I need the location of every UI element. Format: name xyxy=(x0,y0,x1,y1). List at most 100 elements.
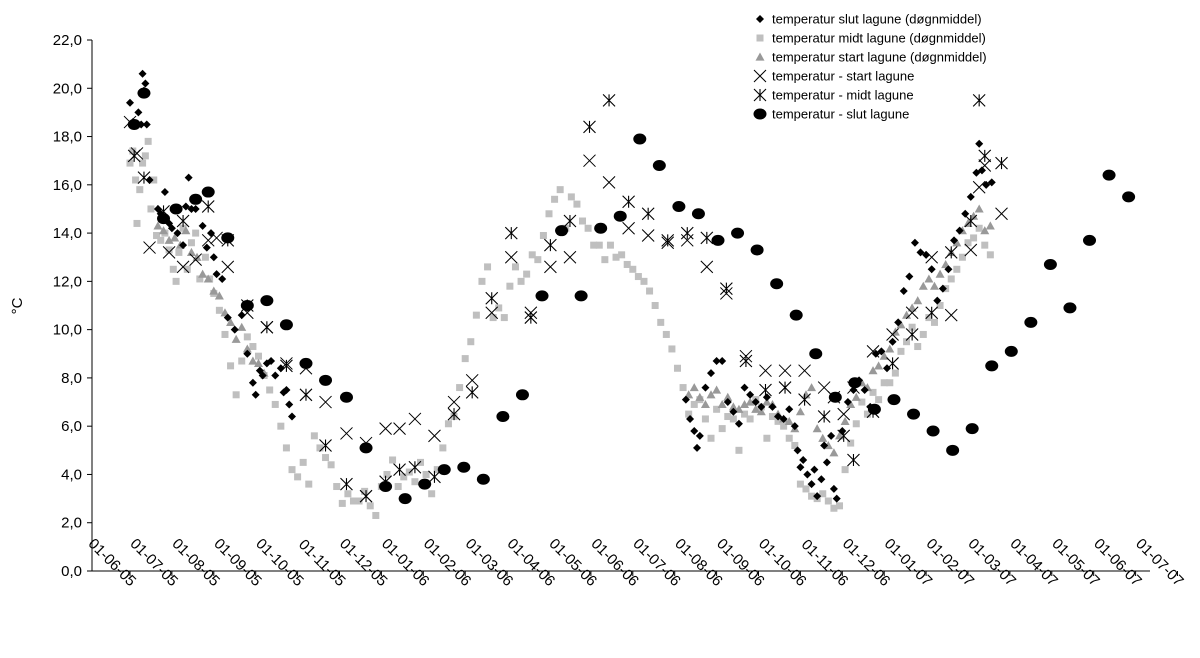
data-point xyxy=(837,429,851,443)
data-point xyxy=(978,159,992,172)
data-point xyxy=(672,201,686,213)
data-point xyxy=(338,499,346,507)
data-point xyxy=(995,156,1008,170)
data-point xyxy=(551,195,559,203)
data-point xyxy=(534,256,542,264)
data-point xyxy=(936,302,944,309)
data-point xyxy=(981,241,989,249)
data-point xyxy=(176,260,190,274)
data-point xyxy=(793,446,802,455)
data-point xyxy=(840,416,850,425)
data-point xyxy=(891,369,899,377)
data-point xyxy=(886,379,894,387)
data-point xyxy=(271,371,280,380)
data-point xyxy=(723,398,732,407)
data-point xyxy=(798,364,811,378)
data-point xyxy=(584,224,592,232)
data-point xyxy=(818,433,828,442)
data-point xyxy=(524,311,538,324)
data-point xyxy=(167,224,176,233)
data-point xyxy=(846,399,856,409)
data-point xyxy=(147,205,155,213)
data-point xyxy=(757,402,766,411)
data-point xyxy=(196,275,204,283)
data-point xyxy=(456,384,464,392)
data-point xyxy=(143,241,156,254)
legend-marker xyxy=(756,15,764,23)
data-point xyxy=(734,404,744,413)
data-point xyxy=(203,274,213,283)
data-point xyxy=(428,470,441,484)
data-point xyxy=(136,186,144,194)
data-point xyxy=(946,444,960,456)
data-point xyxy=(379,422,392,435)
series-x xyxy=(123,115,1008,450)
data-point xyxy=(972,180,986,194)
data-point xyxy=(729,415,737,423)
data-point xyxy=(657,318,665,326)
data-point xyxy=(485,291,499,305)
data-point xyxy=(646,287,654,295)
data-point xyxy=(925,306,939,320)
data-point xyxy=(472,311,480,319)
y-tick-label: 18,0 xyxy=(53,129,82,146)
data-point xyxy=(556,186,564,194)
data-point xyxy=(774,412,783,421)
data-point xyxy=(728,402,738,411)
data-point xyxy=(282,385,291,394)
data-point xyxy=(139,159,147,167)
data-point xyxy=(349,497,357,505)
data-point xyxy=(690,400,698,408)
data-point xyxy=(803,470,812,479)
data-point xyxy=(740,399,750,409)
data-point xyxy=(528,251,536,259)
data-point xyxy=(700,231,714,245)
data-point xyxy=(933,296,942,305)
data-point xyxy=(266,386,274,394)
data-point xyxy=(157,236,165,244)
data-point xyxy=(153,221,163,230)
data-point xyxy=(280,359,293,373)
data-point xyxy=(978,149,992,163)
data-point xyxy=(544,260,557,274)
data-point xyxy=(201,200,215,213)
data-point xyxy=(955,226,964,235)
data-point xyxy=(905,306,919,320)
data-point xyxy=(183,265,191,273)
data-point xyxy=(995,207,1008,221)
data-point xyxy=(789,309,803,321)
data-point xyxy=(485,306,499,320)
data-point xyxy=(980,226,990,235)
data-point xyxy=(970,234,978,242)
data-point xyxy=(170,233,180,242)
data-point xyxy=(339,391,353,403)
data-point xyxy=(277,422,285,430)
data-point xyxy=(897,347,905,355)
data-point xyxy=(198,269,208,278)
data-point xyxy=(751,398,760,407)
data-point xyxy=(476,473,490,485)
data-point xyxy=(215,306,223,314)
data-point xyxy=(322,454,330,462)
data-point xyxy=(359,489,373,503)
legend-item: temperatur start lagune (døgnmiddel) xyxy=(755,50,987,65)
data-point xyxy=(612,253,620,261)
data-point xyxy=(629,265,637,273)
data-point xyxy=(221,330,229,338)
data-point xyxy=(511,263,519,271)
data-point xyxy=(651,302,659,309)
data-point xyxy=(944,308,958,322)
data-point xyxy=(903,338,911,346)
data-point xyxy=(299,388,313,402)
data-point xyxy=(465,373,479,387)
data-point xyxy=(975,139,984,148)
data-point xyxy=(1043,258,1057,270)
data-point xyxy=(133,219,141,227)
data-point xyxy=(874,361,884,370)
data-point xyxy=(822,458,831,467)
data-point xyxy=(344,490,352,498)
data-point xyxy=(972,93,986,107)
data-point xyxy=(545,210,553,218)
data-point xyxy=(294,473,302,481)
legend-marker xyxy=(755,52,765,61)
